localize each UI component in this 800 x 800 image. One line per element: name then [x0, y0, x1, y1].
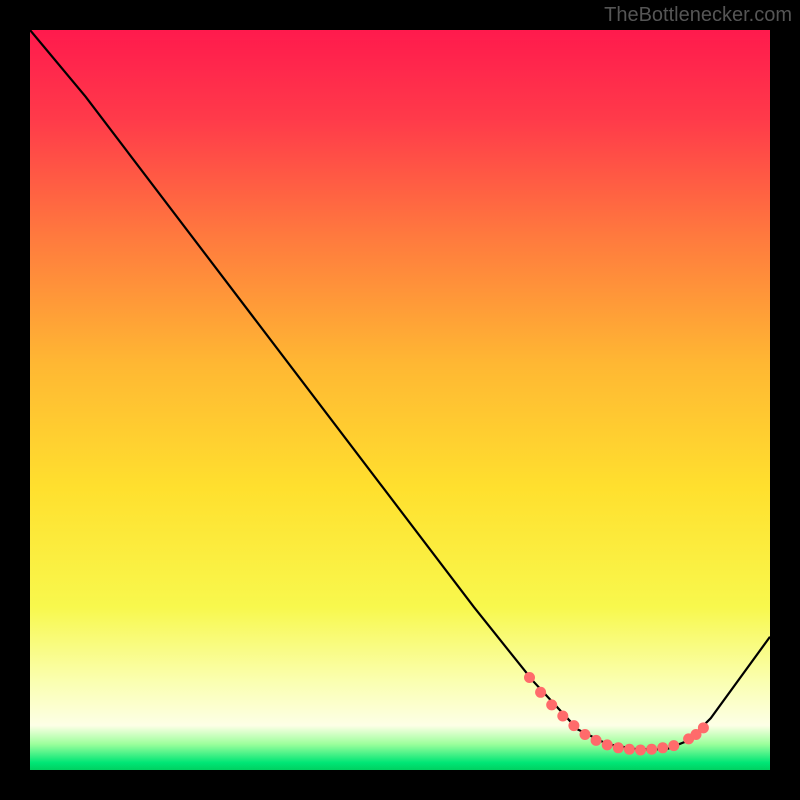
marker-point — [613, 742, 624, 753]
marker-point — [602, 739, 613, 750]
marker-point — [668, 740, 679, 751]
plot-area — [30, 30, 770, 770]
marker-point — [546, 699, 557, 710]
marker-point — [624, 744, 635, 755]
marker-point — [568, 720, 579, 731]
marker-point — [635, 745, 646, 756]
marker-point — [657, 742, 668, 753]
watermark-text: TheBottlenecker.com — [604, 4, 792, 27]
marker-point — [646, 744, 657, 755]
marker-point — [580, 729, 591, 740]
marker-point — [557, 710, 568, 721]
marker-point — [535, 687, 546, 698]
marker-point — [591, 735, 602, 746]
marker-point — [698, 722, 709, 733]
marker-point — [524, 672, 535, 683]
chart-overlay — [30, 30, 770, 770]
bottleneck-curve — [30, 30, 770, 749]
